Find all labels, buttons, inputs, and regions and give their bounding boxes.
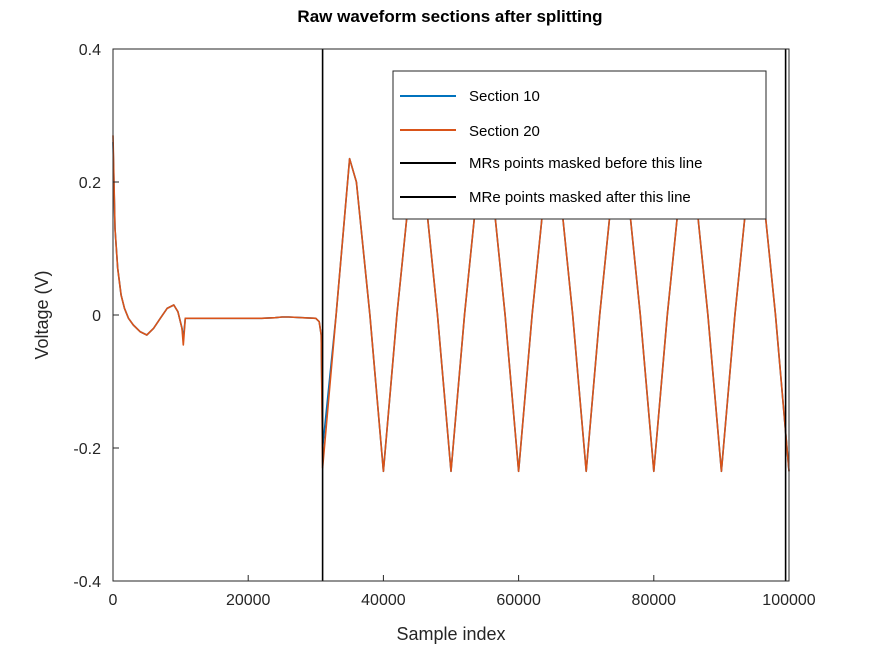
chart-title: Raw waveform sections after splitting bbox=[297, 7, 602, 26]
x-axis-ticks: 0 20000 40000 60000 80000 100000 bbox=[109, 575, 816, 609]
plot-area bbox=[112, 135, 790, 473]
x-tick-label: 0 bbox=[109, 592, 118, 609]
x-tick-label: 20000 bbox=[226, 592, 271, 609]
x-axis-label: Sample index bbox=[396, 624, 505, 644]
legend: Section 10 Section 20 MRs points masked … bbox=[392, 70, 767, 220]
y-tick-label: 0.2 bbox=[79, 175, 101, 192]
y-tick-label: -0.4 bbox=[73, 574, 101, 591]
legend-label-section-10: Section 10 bbox=[469, 88, 540, 105]
y-axis-label: Voltage (V) bbox=[32, 270, 52, 359]
legend-label-mre-line: MRe points masked after this line bbox=[469, 189, 691, 206]
x-tick-label: 80000 bbox=[632, 592, 677, 609]
legend-label-section-20: Section 20 bbox=[469, 123, 540, 140]
series-line-section-20 bbox=[112, 135, 790, 473]
x-tick-label: 100000 bbox=[762, 592, 815, 609]
y-tick-label: 0.4 bbox=[79, 42, 101, 59]
x-tick-label: 40000 bbox=[361, 592, 406, 609]
y-axis-ticks: -0.4 -0.2 0 0.2 0.4 bbox=[73, 42, 119, 591]
legend-box bbox=[392, 70, 767, 220]
y-tick-label: -0.2 bbox=[73, 441, 101, 458]
legend-label-mrs-line: MRs points masked before this line bbox=[469, 155, 702, 172]
x-tick-label: 60000 bbox=[496, 592, 541, 609]
y-tick-label: 0 bbox=[92, 308, 101, 325]
marker-lines bbox=[321, 49, 787, 581]
